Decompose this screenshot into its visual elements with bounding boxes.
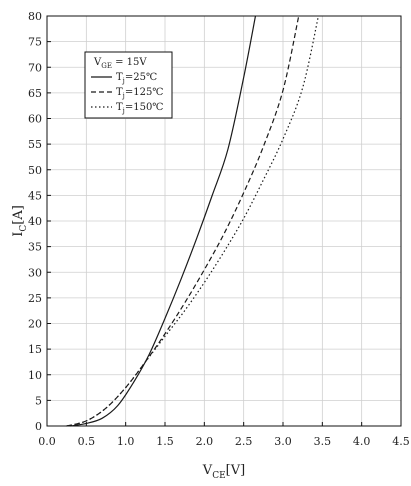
legend-label: Tj=150℃ <box>116 102 164 115</box>
y-tick-label: 25 <box>28 292 42 305</box>
series-line-dotted <box>66 15 319 427</box>
legend-header-main: V <box>93 57 102 68</box>
y-tick-label: 50 <box>28 164 42 177</box>
x-tick-label: 0.5 <box>78 435 96 448</box>
legend-label-sub: j <box>122 77 125 85</box>
x-tick-label: 1.0 <box>117 435 135 448</box>
series-layer <box>66 15 319 427</box>
x-axis-title-unit: [V] <box>226 463 246 478</box>
y-tick-label: 80 <box>28 10 42 23</box>
legend-label-main: T <box>116 87 123 98</box>
x-axis-title-main: V <box>202 463 213 478</box>
legend-label-sub: j <box>122 107 125 115</box>
x-axis-title: VCE[V] <box>202 463 245 481</box>
x-axis-ticks: 0.0 0.5 1.0 1.5 2.0 2.5 3.0 3.5 4.0 4.5 <box>38 422 410 448</box>
legend-label-main: T <box>116 102 123 113</box>
x-axis-title-sub: CE <box>212 471 225 481</box>
y-tick-label: 20 <box>28 318 42 331</box>
y-tick-label: 75 <box>28 36 42 49</box>
legend-label: Tj=125℃ <box>116 87 164 100</box>
y-tick-label: 0 <box>35 420 42 433</box>
legend-label-rest: =150℃ <box>125 102 164 113</box>
y-tick-label: 30 <box>28 266 42 279</box>
y-tick-label: 65 <box>28 87 42 100</box>
y-tick-label: 55 <box>28 138 42 151</box>
y-axis-title-group: IC[A] <box>11 205 29 237</box>
legend: VGE = 15V Tj=25℃Tj=125℃Tj=150℃ <box>84 51 173 119</box>
y-axis-ticks: 0 5 10 15 20 25 30 35 40 45 50 55 60 65 70 75 80 <box>28 10 51 433</box>
y-tick-label: 5 <box>35 394 42 407</box>
legend-header-sub: GE <box>101 62 112 70</box>
legend-label-sub: j <box>122 92 125 100</box>
grid-lines <box>46 15 402 427</box>
y-axis-title-sub: C <box>19 225 29 232</box>
x-tick-label: 2.0 <box>196 435 214 448</box>
legend-header: VGE = 15V <box>93 57 147 70</box>
legend-label-main: T <box>116 72 123 83</box>
x-tick-label: 3.0 <box>274 435 292 448</box>
x-tick-label: 4.0 <box>353 435 371 448</box>
legend-label: Tj=25℃ <box>116 72 157 85</box>
x-tick-label: 2.5 <box>235 435 253 448</box>
y-tick-label: 40 <box>28 215 42 228</box>
y-tick-label: 60 <box>28 113 42 126</box>
x-tick-label: 1.5 <box>156 435 174 448</box>
y-axis-title: IC[A] <box>11 205 29 237</box>
y-tick-label: 10 <box>28 369 42 382</box>
x-tick-label: 3.5 <box>314 435 332 448</box>
x-tick-label: 4.5 <box>392 435 410 448</box>
y-axis-title-main: I <box>11 232 26 237</box>
legend-entries: Tj=25℃Tj=125℃Tj=150℃ <box>91 72 164 115</box>
y-tick-label: 15 <box>28 343 42 356</box>
legend-header-rest: = 15V <box>112 57 147 68</box>
legend-label-rest: =125℃ <box>125 87 164 98</box>
legend-label-rest: =25℃ <box>125 72 157 83</box>
y-tick-label: 35 <box>28 241 42 254</box>
x-tick-label: 0.0 <box>38 435 56 448</box>
y-axis-title-unit: [A] <box>11 205 26 225</box>
series-line-solid <box>70 15 257 427</box>
series-line-dashed <box>66 15 300 427</box>
y-tick-label: 45 <box>28 189 42 202</box>
y-tick-label: 70 <box>28 61 42 74</box>
